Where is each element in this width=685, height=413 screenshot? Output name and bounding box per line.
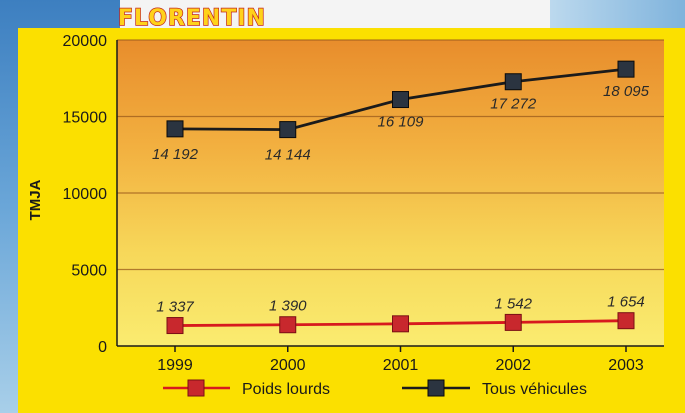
x-tick-label-2002: 2002 [495, 357, 531, 374]
legend-label-tous-vehicules: Tous véhicules [482, 381, 587, 398]
top-right-photo-strip [550, 0, 685, 30]
top-banner [120, 0, 550, 30]
y-axis-label: TMJA [27, 179, 44, 220]
data-label-tous-vehicules-2001: 16 109 [378, 114, 425, 131]
data-label-poids-lourds-2002: 1 542 [494, 295, 532, 312]
marker-poids-lourds-1999 [166, 317, 184, 335]
marker-tous-vehicules-1999 [166, 120, 184, 138]
marker-tous-vehicules-2000 [279, 121, 297, 139]
x-tick-label-2003: 2003 [608, 357, 644, 374]
data-label-tous-vehicules-2002: 17 272 [490, 96, 537, 113]
x-tick-label-2000: 2000 [270, 357, 306, 374]
marker-poids-lourds-2001 [392, 315, 409, 333]
y-tick-label-15000: 15000 [63, 110, 108, 127]
legend-marker-poids-lourds [187, 379, 205, 397]
legend: Poids lourds Tous véhicules [163, 379, 587, 398]
data-label-poids-lourds-2003: 1 654 [607, 294, 645, 311]
series-markers [166, 60, 635, 335]
marker-tous-vehicules-2001 [392, 91, 409, 109]
y-tick-label-10000: 10000 [63, 186, 108, 203]
data-label-tous-vehicules-2000: 14 144 [265, 147, 311, 164]
data-label-tous-vehicules-2003: 18 095 [603, 83, 650, 100]
y-tick-label-20000: 20000 [63, 33, 108, 50]
legend-label-poids-lourds: Poids lourds [242, 381, 330, 398]
x-tick-label-1999: 1999 [157, 357, 193, 374]
marker-poids-lourds-2003 [617, 312, 635, 330]
data-label-tous-vehicules-1999: 14 192 [152, 146, 199, 163]
chart-title: FLORENTIN [118, 6, 266, 31]
data-label-poids-lourds-1999: 1 337 [156, 299, 194, 316]
gridlines [117, 39, 664, 271]
y-tick-labels: 0 5000 10000 15000 20000 [63, 33, 108, 356]
marker-tous-vehicules-2003 [617, 60, 635, 78]
legend-marker-tous-vehicules [427, 379, 445, 397]
marker-tous-vehicules-2002 [504, 73, 522, 91]
axes [116, 40, 664, 352]
y-tick-label-5000: 5000 [71, 263, 107, 280]
marker-poids-lourds-2000 [279, 316, 297, 334]
data-label-poids-lourds-2000: 1 390 [269, 298, 307, 315]
x-tick-labels: 1999 2000 2001 2002 2003 [157, 357, 644, 374]
x-tick-label-2001: 2001 [383, 357, 419, 374]
y-tick-label-0: 0 [98, 339, 107, 356]
data-labels: 1 337 1 390 1 542 1 654 14 192 14 144 16 109 17… [152, 83, 650, 315]
marker-poids-lourds-2002 [504, 313, 522, 331]
